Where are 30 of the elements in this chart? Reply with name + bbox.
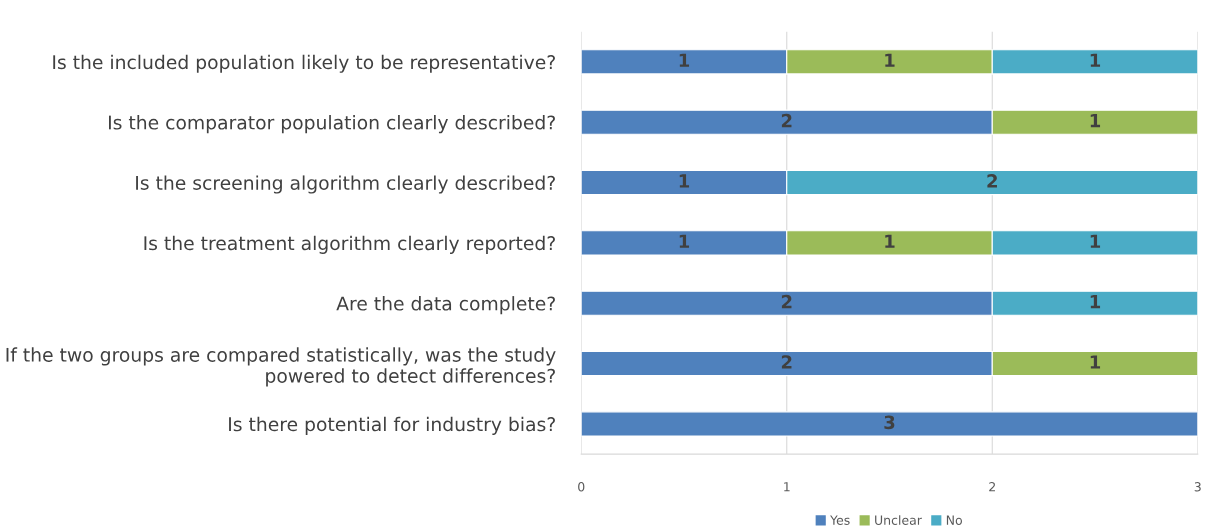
x-tick-label: 1 — [784, 482, 790, 492]
data-label: 1 — [1090, 234, 1101, 248]
legend-label: No — [946, 515, 962, 525]
y-tick-label: Are the data complete? — [336, 296, 555, 315]
data-label: 2 — [987, 174, 997, 188]
data-label: 1 — [1090, 114, 1101, 128]
data-label: 2 — [781, 294, 792, 309]
data-label: 1 — [1090, 53, 1101, 67]
legend-label: Yes — [830, 515, 850, 525]
data-label: 2 — [781, 113, 792, 128]
data-label: 1 — [1090, 355, 1101, 369]
x-tick-label: 3 — [1194, 482, 1201, 492]
y-tick-label: If the two groups are compared statistically, was the study powered to detect differences? — [6, 347, 556, 387]
x-tick-label: 0 — [578, 482, 585, 492]
bar — [581, 411, 1198, 437]
data-label: 2 — [781, 355, 792, 369]
y-tick-label: Is the included population likely to be representative? — [53, 54, 555, 73]
y-tick-label: Is there potential for industry bias? — [229, 416, 555, 435]
data-label: 1 — [1090, 295, 1101, 309]
y-tick-label: Is the treatment algorithm clearly reported? — [144, 235, 555, 254]
data-label: 1 — [679, 53, 690, 67]
data-label: 1 — [885, 53, 895, 67]
data-label: 3 — [884, 415, 895, 430]
x-tick-label: 2 — [989, 482, 995, 492]
data-label: 1 — [679, 174, 690, 188]
y-tick-label: Is the comparator population clearly described? — [108, 115, 555, 134]
data-label: 1 — [679, 234, 690, 248]
legend-label: Unclear — [875, 515, 922, 525]
y-tick-label: Is the screening algorithm clearly described? — [136, 175, 555, 194]
data-label: 1 — [885, 234, 895, 248]
